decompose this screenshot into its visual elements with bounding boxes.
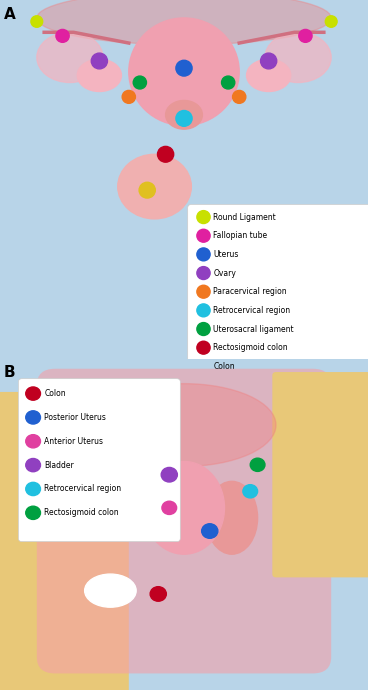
Circle shape [299,30,312,42]
Ellipse shape [85,574,136,607]
Circle shape [250,458,265,471]
FancyBboxPatch shape [18,379,180,542]
Text: B: B [4,366,15,380]
Circle shape [197,266,210,279]
Ellipse shape [247,59,291,92]
Text: Retrocervical region: Retrocervical region [213,306,291,315]
Circle shape [197,210,210,224]
Circle shape [26,506,40,520]
FancyBboxPatch shape [0,392,129,690]
Circle shape [176,60,192,76]
Circle shape [158,146,174,162]
Ellipse shape [92,384,276,466]
Circle shape [91,53,107,69]
Circle shape [197,285,210,298]
Circle shape [56,30,69,42]
Circle shape [26,458,40,472]
Circle shape [161,467,177,482]
Ellipse shape [77,59,121,92]
Text: Rectosigmoid colon: Rectosigmoid colon [213,343,288,352]
Text: Anterior Uterus: Anterior Uterus [44,437,103,446]
Circle shape [26,387,40,400]
Circle shape [162,501,177,515]
Text: Retrocervical region: Retrocervical region [44,484,121,493]
Circle shape [197,322,210,335]
Circle shape [233,90,246,104]
Text: Uterus: Uterus [213,250,239,259]
Circle shape [325,16,337,28]
Circle shape [197,248,210,261]
Text: Posterior Uterus: Posterior Uterus [44,413,106,422]
Circle shape [31,16,43,28]
Circle shape [26,482,40,495]
Circle shape [139,182,155,198]
FancyBboxPatch shape [188,204,368,391]
Circle shape [122,90,135,104]
Text: Ovary: Ovary [213,268,236,277]
FancyBboxPatch shape [37,368,331,673]
Text: Fallopian tube: Fallopian tube [213,231,268,240]
Circle shape [222,76,235,89]
Circle shape [133,76,146,89]
FancyBboxPatch shape [272,372,368,578]
Circle shape [243,484,258,498]
Text: Round Ligament: Round Ligament [213,213,276,221]
Circle shape [197,229,210,242]
Circle shape [202,524,218,538]
Circle shape [176,110,192,126]
Circle shape [261,53,277,69]
Ellipse shape [166,101,202,129]
Circle shape [197,360,210,373]
Text: Colon: Colon [213,362,235,371]
Ellipse shape [99,468,158,515]
Ellipse shape [265,32,331,83]
Ellipse shape [206,482,258,554]
Text: A: A [4,7,15,22]
Circle shape [26,435,40,448]
Text: Bladder: Bladder [44,461,74,470]
Text: Uterosacral ligament: Uterosacral ligament [213,324,294,333]
Text: Paracervical region: Paracervical region [213,287,287,296]
Ellipse shape [37,32,103,83]
Circle shape [26,411,40,424]
Ellipse shape [144,462,224,554]
Circle shape [197,304,210,317]
Ellipse shape [118,155,191,219]
Circle shape [150,586,166,601]
Circle shape [197,342,210,354]
Text: Colon: Colon [44,389,66,398]
Ellipse shape [129,18,239,126]
Text: Rectosigmoid colon: Rectosigmoid colon [44,509,119,518]
Ellipse shape [37,0,331,45]
